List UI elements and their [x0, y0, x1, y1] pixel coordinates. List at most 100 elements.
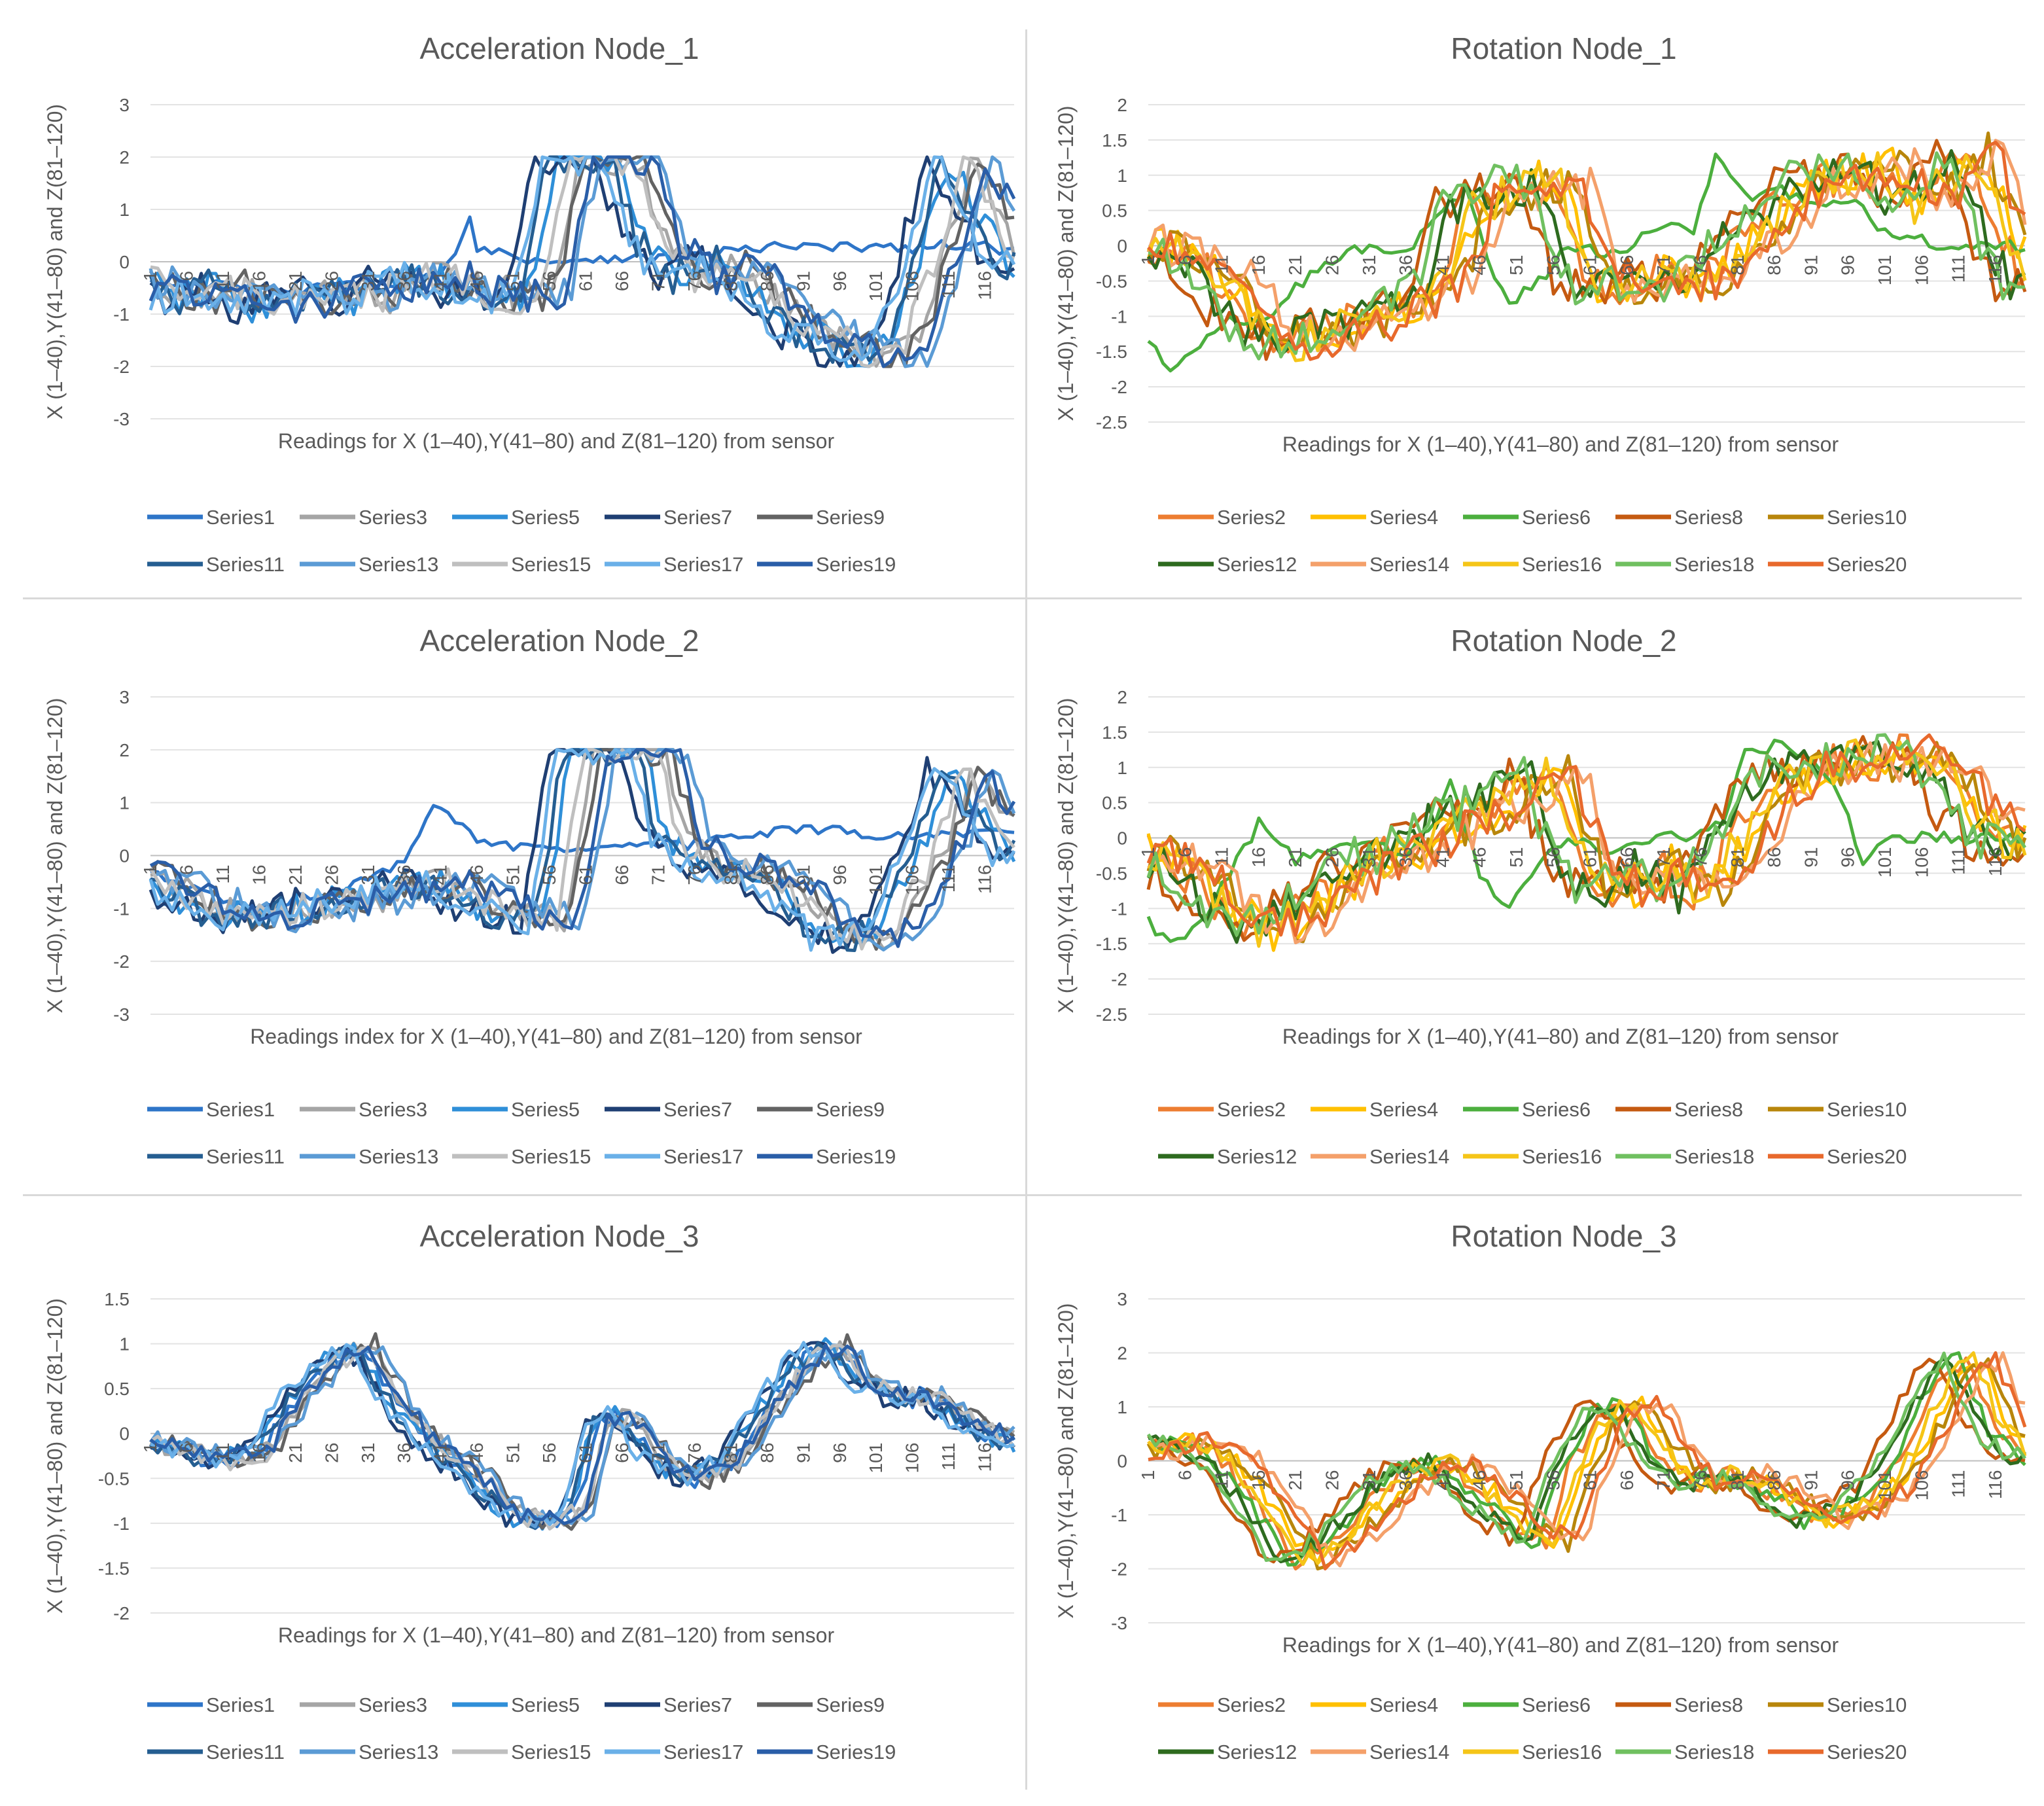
y-tick-label: 2	[1117, 1343, 1127, 1364]
x-tick-label: 116	[975, 865, 995, 894]
legend-label: Series3	[359, 506, 427, 529]
x-tick-label: 86	[757, 271, 777, 291]
legend-item: Series2	[1158, 1693, 1286, 1716]
x-tick-label: 111	[1948, 1470, 1969, 1498]
x-tick-label: 101	[866, 865, 886, 896]
x-tick-label: 51	[503, 865, 523, 885]
x-tick-label: 41	[431, 865, 451, 885]
x-tick-label: 26	[321, 1443, 342, 1463]
x-tick-label: 16	[1248, 847, 1269, 868]
legend-item: Series3	[300, 506, 427, 529]
legend-label: Series7	[663, 1693, 732, 1716]
x-tick-label: 61	[1580, 1470, 1600, 1491]
x-tick-label: 31	[1359, 1470, 1379, 1491]
x-tick-label: 16	[1248, 255, 1269, 275]
x-tick-label: 26	[321, 271, 342, 291]
y-tick-label: -3	[1111, 1613, 1127, 1633]
x-tick-label: 116	[1985, 1470, 2005, 1500]
legend-item: Series10	[1768, 506, 1907, 529]
y-tick-label: -1	[113, 898, 130, 919]
y-axis-title: X (1–40),Y(41–80) and Z(81–120)	[43, 104, 67, 419]
series-line-series1	[149, 1345, 1016, 1531]
legend-label: Series8	[1674, 1098, 1743, 1121]
x-tick-label: 21	[1285, 847, 1305, 868]
x-tick-label: 66	[612, 865, 632, 885]
legend-item: Series4	[1311, 506, 1438, 529]
x-tick-label: 106	[902, 865, 923, 896]
legend-label: Series16	[1522, 1741, 1602, 1763]
series-line-series13	[149, 155, 1016, 368]
x-tick-label: 46	[1470, 255, 1490, 275]
horizontal-divider-1	[23, 597, 2022, 599]
x-tick-label: 26	[1322, 847, 1343, 868]
legend-label: Series6	[1522, 1098, 1591, 1121]
x-tick-label: 91	[793, 865, 813, 885]
legend-item: Series16	[1463, 553, 1602, 576]
x-tick-label: 81	[720, 271, 741, 291]
x-tick-label: 41	[431, 1443, 451, 1463]
x-tick-label: 96	[1838, 255, 1858, 275]
legend-item: Series7	[605, 1693, 732, 1716]
y-tick-label: 3	[1117, 1289, 1127, 1309]
x-tick-label: 76	[1691, 847, 1711, 868]
y-axis-title: X (1–40),Y(41–80) and Z(81–120)	[43, 698, 67, 1013]
x-tick-label: 106	[902, 1443, 923, 1474]
y-tick-label: 1	[119, 793, 130, 813]
x-tick-label: 71	[1653, 847, 1674, 868]
vertical-divider	[1025, 29, 1027, 1790]
legend-item: Series17	[605, 1741, 743, 1763]
legend-label: Series19	[816, 553, 896, 576]
legend-label: Series18	[1674, 1145, 1754, 1168]
series-line-series20	[1148, 1351, 2027, 1570]
legend-label: Series18	[1674, 1741, 1754, 1763]
legend-label: Series12	[1217, 1741, 1297, 1763]
x-tick-label: 16	[1248, 1470, 1269, 1491]
legend-item: Series16	[1463, 1145, 1602, 1168]
legend-item: Series9	[757, 1098, 885, 1121]
x-tick-label: 91	[1801, 255, 1821, 275]
x-tick-label: 106	[1911, 255, 1931, 286]
x-tick-label: 16	[249, 1443, 269, 1463]
legend-item: Series14	[1311, 553, 1449, 576]
legend-label: Series4	[1369, 506, 1438, 529]
y-axis-title: X (1–40),Y(41–80) and Z(81–120)	[1054, 105, 1078, 421]
y-tick-label: -1.5	[98, 1558, 130, 1578]
legend-label: Series14	[1369, 1145, 1449, 1168]
x-tick-label: 56	[1543, 1470, 1563, 1491]
y-tick-label: 0.5	[1102, 201, 1127, 221]
y-tick-label: -1	[1111, 306, 1127, 327]
y-tick-label: -1	[1111, 898, 1127, 919]
legend-label: Series17	[663, 1741, 743, 1763]
y-tick-label: -1.5	[1096, 934, 1127, 954]
x-tick-label: 61	[576, 1443, 596, 1463]
series-line-series14	[1147, 741, 2026, 945]
legend-item: Series18	[1615, 1145, 1754, 1168]
x-axis-title: Readings for X (1–40),Y(41–80) and Z(81–…	[278, 1623, 835, 1647]
legend-item: Series6	[1463, 506, 1591, 529]
x-tick-label: 116	[1985, 255, 2005, 285]
x-tick-label: 6	[176, 1443, 196, 1453]
y-tick-label: 1	[1117, 758, 1127, 778]
x-tick-label: 36	[1396, 847, 1416, 868]
legend-item: Series15	[452, 1145, 591, 1168]
x-tick-label: 26	[321, 865, 342, 885]
legend-label: Series19	[816, 1145, 896, 1168]
legend-label: Series1	[206, 1098, 275, 1121]
legend-item: Series18	[1615, 1741, 1754, 1763]
x-tick-label: 46	[1470, 1470, 1490, 1491]
x-axis-title: Readings for X (1–40),Y(41–80) and Z(81–…	[1282, 433, 1839, 456]
x-axis-title: Readings for X (1–40),Y(41–80) and Z(81–…	[278, 429, 835, 453]
x-tick-label: 96	[1838, 1470, 1858, 1491]
legend-item: Series14	[1311, 1145, 1449, 1168]
horizontal-divider-2	[23, 1194, 2022, 1196]
y-tick-label: -2	[1111, 969, 1127, 989]
x-tick-label: 66	[1617, 1470, 1637, 1491]
legend-label: Series17	[663, 1145, 743, 1168]
x-tick-label: 61	[576, 271, 596, 291]
series-line-series18	[1148, 151, 2025, 361]
x-tick-label: 51	[503, 1443, 523, 1463]
legend-label: Series13	[359, 1741, 438, 1763]
legend-item: Series4	[1311, 1098, 1438, 1121]
y-tick-label: 2	[119, 147, 130, 168]
legend-item: Series3	[300, 1693, 427, 1716]
